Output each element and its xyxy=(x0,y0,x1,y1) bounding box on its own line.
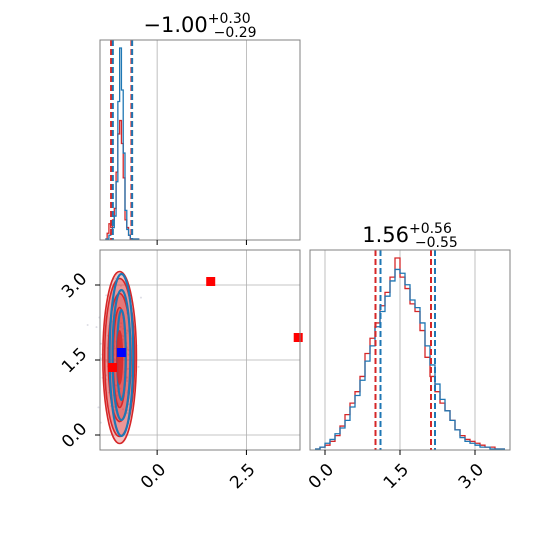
title-lower-error: −0.55 xyxy=(415,235,458,251)
marginal-param-2-histogram-series-1 xyxy=(315,268,505,450)
joint-sample-point xyxy=(119,284,122,287)
joint-sample-point xyxy=(86,324,89,327)
joint-sample-point xyxy=(126,368,129,371)
title-lower-error: −0.29 xyxy=(214,25,257,41)
joint-sample-point xyxy=(107,391,110,394)
joint-contour-series-1 xyxy=(111,288,132,422)
marginal-param-2-histogram-series-0 xyxy=(315,257,505,450)
joint-sample-point xyxy=(120,322,123,325)
joint-sample-point xyxy=(126,380,129,383)
joint-sample-point xyxy=(113,347,116,350)
title-value: −1.00 xyxy=(143,13,207,37)
joint-marker xyxy=(293,333,303,342)
marginal-panel-param-2-frame xyxy=(309,249,511,451)
joint-sample-point xyxy=(113,405,116,408)
marginal-param-2-title: 1.56+0.56 −0.55 xyxy=(362,221,458,251)
marginal-panel-param-2: 0.0 1.5 3.0 1.56+0.56 −0.55 xyxy=(305,221,511,493)
joint-sample-point xyxy=(127,353,130,356)
title-upper-error: +0.56 xyxy=(409,221,452,237)
joint-sample-point xyxy=(97,406,100,409)
joint-sample-point xyxy=(113,409,116,412)
joint-contour-core xyxy=(116,330,124,385)
joint-sample-point xyxy=(126,348,129,351)
joint-sample-point xyxy=(105,294,108,297)
joint-marker xyxy=(206,277,216,286)
marginal-panel-param-1: −1.00+0.30 −0.29 xyxy=(99,11,301,245)
joint-sample-point xyxy=(95,326,98,329)
joint-panel-frame xyxy=(99,249,301,451)
title-value: 1.56 xyxy=(362,223,409,247)
joint-marker xyxy=(116,348,126,357)
joint-marker xyxy=(108,363,117,372)
marginal-param-1-title: −1.00+0.30 −0.29 xyxy=(143,11,256,41)
joint-contour-series-1 xyxy=(108,272,135,438)
joint-sample-point xyxy=(139,296,142,299)
joint-sample-point xyxy=(137,365,140,368)
joint-sample-point xyxy=(119,325,122,328)
joint-sample-point xyxy=(105,360,108,363)
joint-sample-point xyxy=(105,359,108,362)
joint-sample-point xyxy=(122,408,125,411)
joint-sample-point xyxy=(126,376,129,379)
marginal-panel-param-1-frame xyxy=(99,39,301,241)
joint-sample-point xyxy=(128,403,131,406)
title-upper-error: +0.30 xyxy=(208,11,251,27)
